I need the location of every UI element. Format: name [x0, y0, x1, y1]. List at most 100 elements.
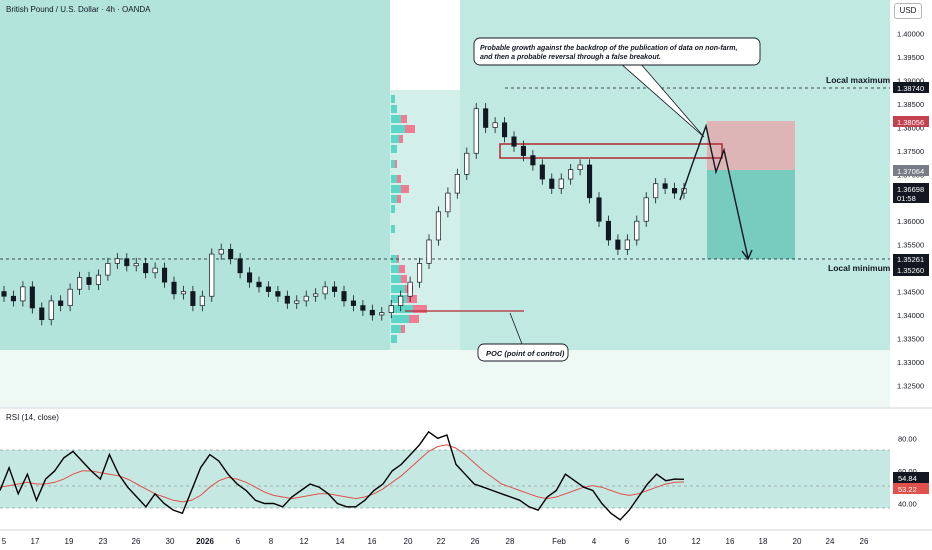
candle	[426, 234, 432, 270]
candle-body	[369, 309, 375, 316]
candle	[152, 262, 158, 279]
candle	[435, 206, 441, 246]
volume-profile-bar	[391, 95, 395, 103]
price-tick-6: 1.35500	[897, 241, 924, 250]
volume-profile-bar-sell	[413, 305, 427, 313]
candle-body	[643, 197, 649, 222]
projection-path[interactable]	[679, 123, 749, 259]
price-tick-10: 1.37500	[897, 147, 924, 156]
candle-body	[152, 267, 158, 274]
candle	[587, 159, 593, 204]
candle	[58, 295, 64, 312]
candle	[133, 257, 139, 272]
rsi-line[interactable]	[0, 430, 685, 521]
volume-profile-bar	[391, 195, 397, 203]
local-max-price-text: 1.38740	[897, 84, 924, 93]
time-tick-1: 17	[31, 537, 40, 546]
time-tick-7: 6	[236, 537, 241, 546]
candle-body	[77, 277, 83, 290]
time-tick-11: 16	[368, 537, 377, 546]
candle-body	[464, 152, 470, 175]
time-tick-6: 2026	[196, 537, 214, 546]
candle	[105, 257, 111, 281]
candle	[653, 178, 659, 204]
candle-body	[615, 239, 621, 250]
poc-callout-connector	[509, 312, 523, 345]
candle-body	[275, 291, 281, 297]
candle	[672, 182, 678, 199]
volume-profile-bar	[391, 205, 395, 213]
candle-body	[549, 178, 555, 189]
volume-profile-bar	[391, 125, 405, 133]
time-tick-5: 30	[166, 537, 175, 546]
candle-body	[492, 122, 498, 128]
candle	[549, 173, 555, 195]
candle	[520, 140, 526, 162]
candle-body	[218, 248, 224, 255]
volume-profile-bar	[391, 225, 395, 233]
price-tick-15: 1.40000	[897, 30, 924, 39]
min-price-badge-a	[893, 254, 929, 265]
candle-body	[237, 258, 243, 274]
rsi-tick-0: 40.00	[898, 500, 917, 509]
candle-body	[530, 155, 536, 166]
candle-body	[20, 286, 26, 302]
callout-line1: Probable growth against the backdrop of …	[480, 45, 738, 52]
candle-body	[105, 263, 111, 276]
volume-profile-bar-sell	[409, 315, 419, 323]
candle	[77, 271, 83, 295]
time-tick-16: Feb	[552, 537, 566, 546]
candle	[199, 290, 205, 312]
time-tick-14: 26	[471, 537, 480, 546]
candle	[445, 187, 451, 218]
volume-profile-bar	[391, 135, 399, 143]
time-tick-9: 12	[300, 537, 309, 546]
candle-body	[29, 286, 35, 309]
candle	[417, 257, 423, 288]
resistance-rectangle[interactable]	[499, 143, 723, 159]
candle	[10, 290, 16, 307]
candle	[39, 302, 45, 326]
candle-body	[48, 300, 54, 321]
candle	[369, 304, 375, 321]
candle-body	[379, 312, 385, 316]
candle-body	[520, 145, 526, 156]
candle	[143, 257, 149, 279]
time-tick-19: 10	[658, 537, 667, 546]
time-tick-20: 12	[692, 537, 701, 546]
price-tick-7: 1.36000	[897, 217, 924, 226]
target-price-badge	[893, 116, 929, 127]
candle	[294, 295, 300, 309]
main-fade-bottom	[0, 350, 890, 408]
rsi-title[interactable]: RSI (14, close)	[6, 413, 59, 422]
candle	[398, 290, 404, 312]
current-price-badge	[893, 183, 929, 203]
poc-label-box[interactable]	[477, 343, 569, 362]
candle	[502, 117, 508, 143]
volume-profile-bar	[391, 335, 397, 343]
candle-body	[426, 239, 432, 264]
candle	[615, 234, 621, 255]
volume-profile-bar	[391, 305, 413, 313]
currency-button[interactable]: USD	[894, 3, 922, 19]
time-tick-4: 26	[132, 537, 141, 546]
volume-profile-bar	[391, 145, 397, 153]
candle	[237, 253, 243, 279]
callout-box[interactable]	[473, 37, 761, 66]
price-tick-0: 1.32500	[897, 381, 924, 390]
candle	[114, 253, 120, 270]
candle-body	[313, 293, 319, 297]
volume-profile-bar	[391, 160, 395, 168]
candle-body	[322, 286, 328, 295]
projection-arrowhead	[741, 249, 753, 261]
candle-body	[605, 220, 611, 241]
candle-body	[341, 291, 347, 302]
candle-body	[596, 197, 602, 222]
volume-profile-bar-sell	[405, 125, 415, 133]
time-axis-ticks[interactable]: 5 17 19 23 26 30 2026 6 8 12 14 16 20 22 26 28 Feb 4 6 10 12…	[2, 537, 869, 546]
volume-profile-bar-sell	[407, 295, 417, 303]
candle-body	[39, 307, 45, 321]
rsi-ma-line[interactable]	[0, 444, 685, 503]
candle-body	[133, 263, 139, 267]
